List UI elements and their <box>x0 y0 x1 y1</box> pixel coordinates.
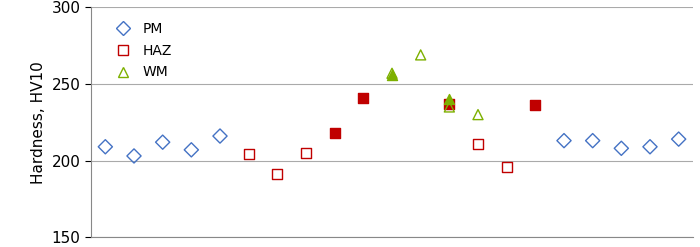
Legend: PM, HAZ, WM: PM, HAZ, WM <box>104 17 178 85</box>
Point <box>473 113 484 117</box>
Point <box>386 71 398 75</box>
Point <box>128 154 139 158</box>
Point <box>329 131 340 135</box>
Point <box>559 139 570 143</box>
Point <box>386 73 398 77</box>
Point <box>415 53 426 57</box>
Point <box>444 102 455 106</box>
Point <box>157 140 168 144</box>
Point <box>358 96 369 100</box>
Point <box>473 142 484 146</box>
Point <box>673 137 685 141</box>
Point <box>300 151 312 155</box>
Point <box>186 148 197 152</box>
Point <box>587 139 598 143</box>
Point <box>444 97 455 101</box>
Point <box>501 165 512 169</box>
Point <box>645 145 656 149</box>
Point <box>616 146 627 150</box>
Point <box>272 172 283 176</box>
Point <box>214 134 225 138</box>
Y-axis label: Hardness, HV10: Hardness, HV10 <box>31 61 46 184</box>
Point <box>444 105 455 109</box>
Point <box>99 145 111 149</box>
Point <box>530 103 541 107</box>
Point <box>243 152 254 156</box>
